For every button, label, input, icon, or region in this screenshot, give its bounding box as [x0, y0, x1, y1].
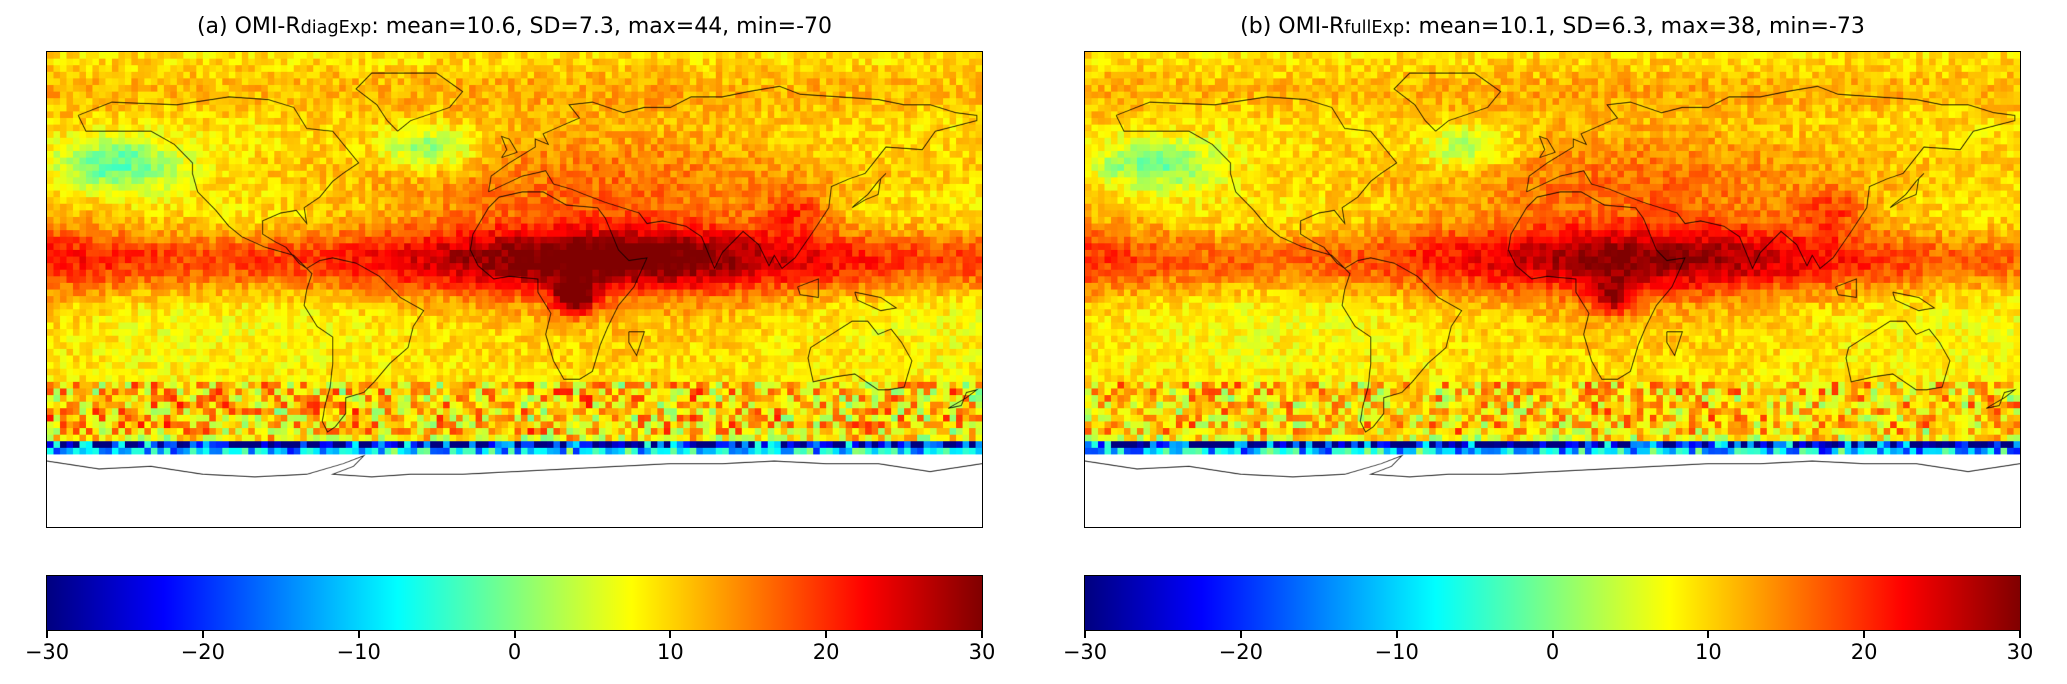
colorbar-area: −30 −20 −10 0 10 20 30 — [1063, 575, 2033, 673]
colorbar-tick-mark — [1707, 631, 1710, 638]
title-subscript: diagExp — [300, 18, 372, 38]
colorbar-tick-label: 0 — [507, 640, 522, 664]
colorbar-tick-label: 10 — [656, 640, 684, 664]
colorbar-tick-mark — [46, 631, 48, 638]
colorbar-tick-mark — [357, 631, 360, 638]
colorbar-tick-label: 20 — [812, 640, 840, 664]
colorbar-tick-mark — [1551, 631, 1554, 638]
colorbar-tick-mark — [201, 631, 204, 638]
colorbar-tick-mark — [1863, 631, 1866, 638]
colorbar-tick-mark — [1084, 631, 1086, 638]
panel-a: (a) OMI-RdiagExp: mean=10.6, SD=7.3, max… — [25, 8, 996, 673]
colorbar-tick-mark — [1239, 631, 1242, 638]
colorbar-tick-mark — [825, 631, 828, 638]
colorbar-tick-label: 0 — [1545, 640, 1560, 664]
colorbar-tick-label: −30 — [24, 640, 70, 664]
title-prefix: (a) OMI-R — [196, 14, 301, 39]
title-stats: : mean=10.6, SD=7.3, max=44, min=-70 — [371, 14, 833, 39]
colorbar-tick-label: −30 — [1062, 640, 1108, 664]
colorbar-tick-label: 10 — [1694, 640, 1722, 664]
colorbar-tick-mark — [981, 631, 983, 638]
colorbar-tick-label: −20 — [180, 640, 225, 664]
world-heatmap-canvas — [46, 51, 983, 528]
colorbar-tick-label: 20 — [1850, 640, 1878, 664]
colorbar-tick-label: −10 — [336, 640, 381, 664]
colorbar-tick-label: 30 — [968, 640, 996, 664]
colorbar-area: −30 −20 −10 0 10 20 30 — [25, 575, 995, 673]
colorbar-tick-label: −20 — [1218, 640, 1263, 664]
panel-title: (a) OMI-RdiagExp: mean=10.6, SD=7.3, max… — [46, 14, 983, 41]
colorbar-gradient — [1084, 575, 2021, 631]
title-subscript: fullExp — [1344, 18, 1405, 38]
panel-b: (b) OMI-RfullExp: mean=10.1, SD=6.3, max… — [1063, 8, 2034, 673]
world-heatmap-canvas — [1084, 51, 2021, 528]
colorbar-tick-mark — [669, 631, 672, 638]
colorbar-gradient — [46, 575, 983, 631]
colorbar-tick-label: −10 — [1374, 640, 1419, 664]
colorbar-ticks: −30 −20 −10 0 10 20 30 — [1063, 631, 2033, 673]
colorbar-tick-label: 30 — [2006, 640, 2034, 664]
colorbar-tick-mark — [513, 631, 516, 638]
colorbar-ticks: −30 −20 −10 0 10 20 30 — [25, 631, 995, 673]
title-stats: : mean=10.1, SD=6.3, max=38, min=-73 — [1404, 14, 1865, 39]
panel-title: (b) OMI-RfullExp: mean=10.1, SD=6.3, max… — [1084, 14, 2021, 41]
title-prefix: (b) OMI-R — [1240, 14, 1345, 39]
colorbar-tick-mark — [1395, 631, 1398, 638]
colorbar-tick-mark — [2019, 631, 2021, 638]
